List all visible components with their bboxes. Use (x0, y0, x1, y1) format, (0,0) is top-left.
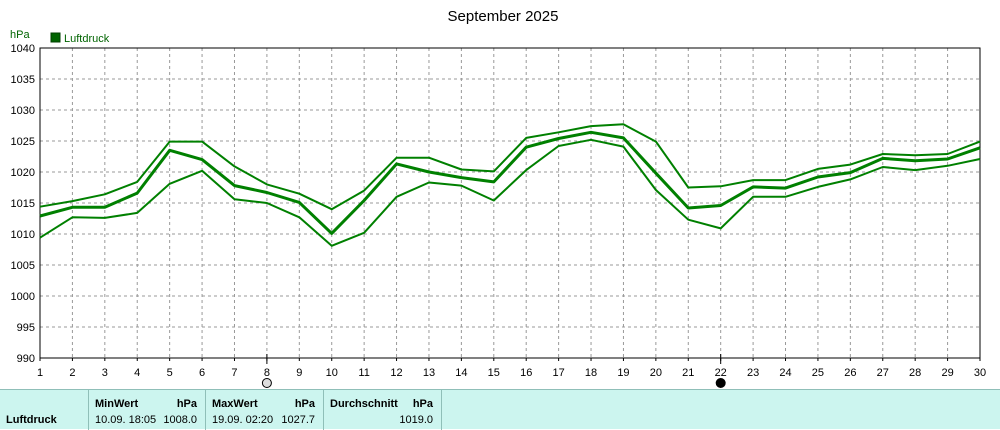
series-line-avg (39, 130, 981, 235)
legend-label: Luftdruck (64, 33, 110, 45)
x-tick-label: 30 (974, 367, 986, 379)
x-tick-label: 8 (264, 367, 270, 379)
avg-unit: hPa (412, 398, 433, 410)
stats-series-cell: Luftdruck (0, 390, 89, 430)
x-tick-label: 1 (37, 367, 43, 379)
y-tick-label: 995 (17, 322, 35, 334)
x-tick-label: 18 (585, 367, 597, 379)
series-line-min (39, 138, 981, 247)
stats-max-cell: MaxWert hPa 19.09. 02:20 1027.7 (206, 390, 324, 430)
max-time: 19.09. 02:20 (212, 414, 274, 426)
series-line-max (39, 123, 981, 211)
stats-avg-cell: Durchschnitt hPa 1019.0 (324, 390, 442, 430)
x-tick-label: 7 (231, 367, 237, 379)
x-tick-label: 17 (552, 367, 564, 379)
chart-title: September 2025 (448, 8, 559, 25)
x-tick-label: 14 (455, 367, 467, 379)
x-tick-label: 19 (617, 367, 629, 379)
x-tick-label: 15 (488, 367, 500, 379)
plot-frame (39, 47, 981, 359)
avg-value: 1019.0 (399, 414, 433, 426)
pressure-chart: September 2025 hPa Luftdruck 990 995 1000 1… (10, 8, 987, 388)
x-tick-label: 25 (812, 367, 824, 379)
min-value: 1008.0 (163, 414, 197, 426)
y-tick-label: 1010 (11, 229, 35, 241)
x-tick-label: 6 (199, 367, 205, 379)
max-header: MaxWert (212, 398, 258, 410)
y-axis-unit: hPa (10, 29, 30, 41)
x-tick-label: 11 (358, 367, 369, 379)
x-tick-label: 16 (520, 367, 532, 379)
y-tick-label: 1035 (11, 74, 35, 86)
legend-swatch (50, 32, 61, 43)
max-value: 1027.7 (281, 414, 315, 426)
avg-header: Durchschnitt (330, 398, 398, 410)
x-tick-label: 13 (423, 367, 435, 379)
x-tick-label: 26 (844, 367, 856, 379)
x-tick-label: 27 (877, 367, 889, 379)
x-tick-label: 22 (715, 367, 727, 379)
y-tick-label: 1030 (11, 105, 35, 117)
x-tick-label: 28 (909, 367, 921, 379)
x-tick-label: 10 (326, 367, 338, 379)
x-tick-label: 4 (134, 367, 140, 379)
min-time: 10.09. 18:05 (95, 414, 157, 426)
max-unit: hPa (294, 398, 315, 410)
x-tick-label: 20 (650, 367, 662, 379)
moon-markers (261, 354, 726, 388)
x-tick-label: 3 (102, 367, 108, 379)
y-tick-label: 1000 (11, 291, 35, 303)
min-header: MinWert (95, 398, 139, 410)
stats-series-name: Luftdruck (6, 414, 57, 426)
x-tick-label: 24 (779, 367, 791, 379)
stats-panel: Luftdruck MinWert hPa 10.09. 18:05 1008.… (0, 389, 1000, 430)
x-tick-label: 12 (390, 367, 402, 379)
x-tick-label: 2 (69, 367, 75, 379)
y-tick-label: 1025 (11, 136, 35, 148)
new-moon-icon (715, 378, 726, 388)
x-tick-label: 23 (747, 367, 759, 379)
x-tick-label: 9 (296, 367, 302, 379)
y-tick-label: 1005 (11, 260, 35, 272)
series-lines (39, 123, 981, 247)
x-tick-label: 29 (941, 367, 953, 379)
stats-min-cell: MinWert hPa 10.09. 18:05 1008.0 (89, 390, 206, 430)
y-tick-label: 1040 (11, 43, 35, 55)
x-tick-label: 21 (682, 367, 694, 379)
axes: 9909951000100510101015102010251030103510… (11, 43, 987, 379)
min-unit: hPa (176, 398, 197, 410)
y-tick-label: 1020 (11, 167, 35, 179)
y-tick-label: 1015 (11, 198, 35, 210)
x-tick-label: 5 (167, 367, 173, 379)
grid (40, 48, 980, 358)
full-moon-icon (261, 378, 272, 388)
y-tick-label: 990 (17, 353, 35, 365)
